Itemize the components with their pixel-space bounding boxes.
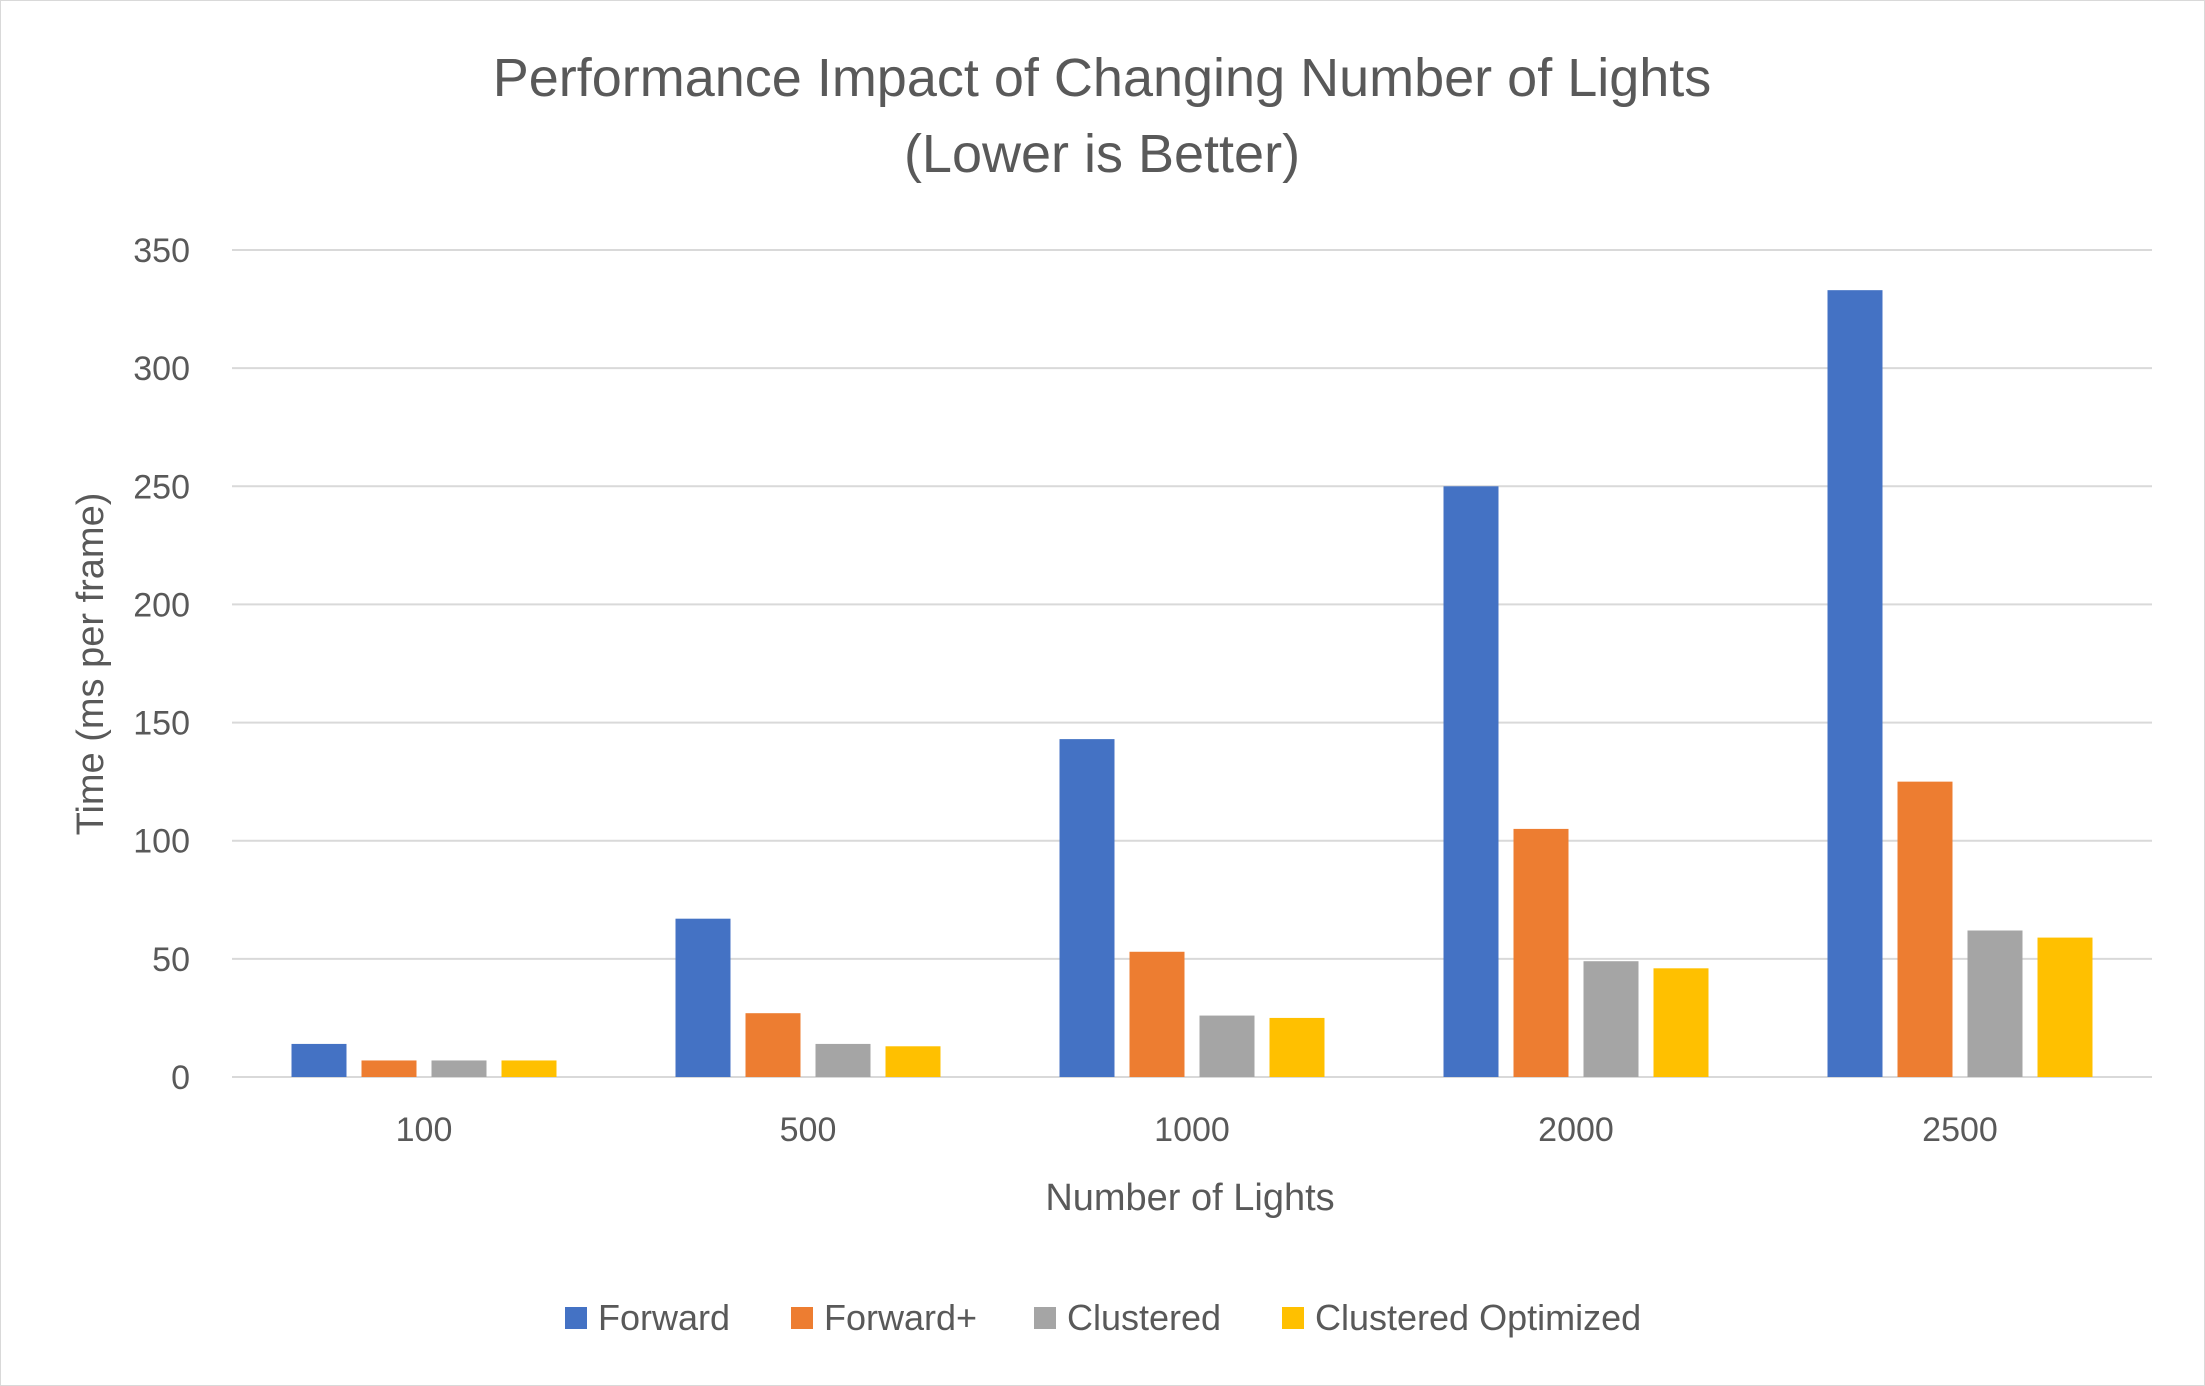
y-tick-label: 100 <box>133 823 190 861</box>
x-tick-label: 2500 <box>1922 1111 1998 1149</box>
bar-forward--100 <box>361 1060 417 1077</box>
bar-clustered-100 <box>431 1060 487 1077</box>
y-axis-title: Time (ms per frame) <box>70 493 112 836</box>
x-tick-label: 100 <box>396 1111 453 1149</box>
bar-clustered-optimized-100 <box>501 1060 557 1077</box>
bar-clustered-2500 <box>1967 930 2023 1077</box>
y-tick-label: 50 <box>152 941 190 979</box>
legend-swatch <box>791 1307 813 1329</box>
bar-forward-1000 <box>1059 739 1115 1077</box>
bar-forward-2000 <box>1443 486 1499 1077</box>
bar-forward-2500 <box>1827 290 1883 1077</box>
y-tick-label: 150 <box>133 705 190 743</box>
bar-clustered-optimized-2500 <box>2037 937 2093 1077</box>
bars <box>291 290 2093 1077</box>
legend-label: Clustered Optimized <box>1315 1297 1641 1338</box>
bar-clustered-2000 <box>1583 961 1639 1077</box>
chart-title: Performance Impact of Changing Number of… <box>493 48 1712 108</box>
y-tick-label: 300 <box>133 350 190 388</box>
y-tick-label: 250 <box>133 468 190 506</box>
x-axis-title: Number of Lights <box>1045 1177 1334 1219</box>
bar-forward--1000 <box>1129 951 1185 1077</box>
bar-clustered-optimized-500 <box>885 1046 941 1077</box>
bar-forward--2500 <box>1897 781 1953 1077</box>
legend-swatch <box>1034 1307 1056 1329</box>
legend-label: Forward <box>598 1297 730 1338</box>
y-tick-label: 200 <box>133 586 190 624</box>
bar-clustered-500 <box>815 1043 871 1077</box>
bar-clustered-optimized-1000 <box>1269 1017 1325 1077</box>
bar-forward-500 <box>675 918 731 1077</box>
legend-label: Forward+ <box>824 1297 977 1338</box>
legend-swatch <box>1282 1307 1304 1329</box>
bar-forward--2000 <box>1513 828 1569 1077</box>
x-tick-label: 500 <box>780 1111 837 1149</box>
bar-forward--500 <box>745 1013 801 1077</box>
bar-forward-100 <box>291 1043 347 1077</box>
chart-subtitle: (Lower is Better) <box>904 124 1300 184</box>
legend-label: Clustered <box>1067 1297 1221 1338</box>
y-axis-ticks: 0 50 100 150 200 250 300 350 <box>133 232 190 1097</box>
y-tick-label: 0 <box>171 1059 190 1097</box>
legend-swatch <box>565 1307 587 1329</box>
bar-clustered-optimized-2000 <box>1653 968 1709 1077</box>
legend: Forward Forward+ Clustered Clustered Optimi… <box>565 1297 1641 1338</box>
x-tick-label: 1000 <box>1154 1111 1230 1149</box>
bar-clustered-1000 <box>1199 1015 1255 1077</box>
x-tick-label: 2000 <box>1538 1111 1614 1149</box>
y-tick-label: 350 <box>133 232 190 270</box>
x-axis-ticks: 100 500 1000 2000 2500 <box>396 1111 1998 1149</box>
